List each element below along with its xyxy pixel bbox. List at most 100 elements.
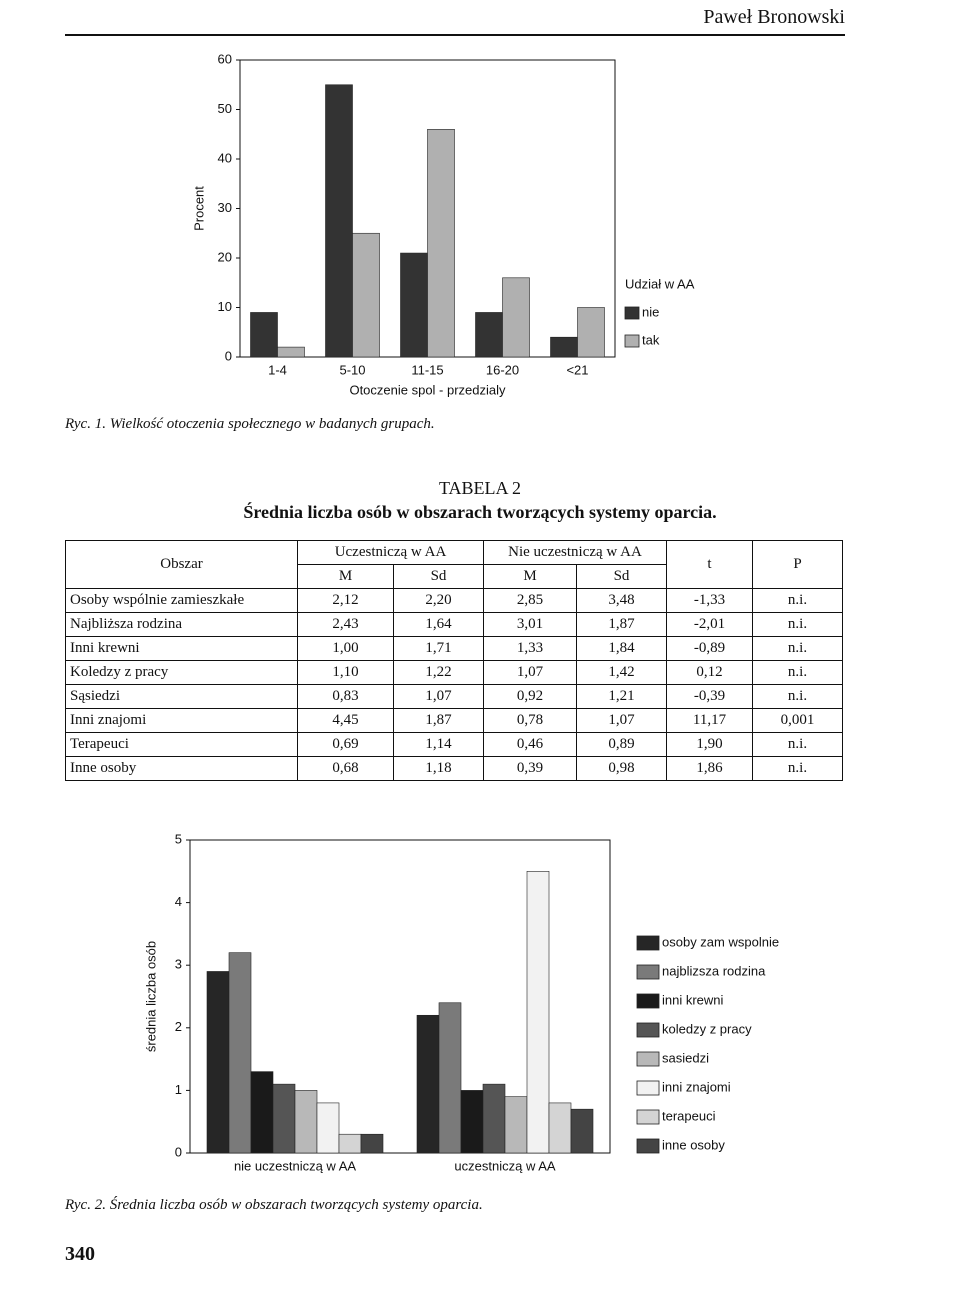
x-tick-label: 16-20: [486, 362, 519, 377]
bar: [482, 1083, 506, 1154]
legend-label: koledzy z pracy: [662, 1021, 752, 1036]
table-cell: 4,45: [297, 708, 394, 733]
bar: [360, 1133, 384, 1154]
subheader-cell: M: [483, 564, 577, 589]
table-cell: 1,10: [297, 660, 394, 685]
caption: Ryc. 1. Wielkość otoczenia społecznego w…: [65, 416, 435, 432]
subheader-cell: Sd: [576, 564, 667, 589]
bar: [438, 1002, 462, 1154]
table-cell: 1,64: [393, 612, 484, 637]
header-rule: [65, 34, 845, 36]
table-cell: Osoby wspólnie zamieszkałe: [65, 588, 298, 613]
legend-swatch: [624, 334, 640, 348]
table-cell: Inni znajomi: [65, 708, 298, 733]
legend-label: terapeuci: [662, 1108, 716, 1123]
y-tick-label: 5: [175, 831, 182, 846]
subheader-cell: Sd: [393, 564, 484, 589]
table-cell: n.i.: [752, 756, 843, 781]
x-tick-label: 5-10: [339, 362, 365, 377]
bar: [416, 1014, 440, 1154]
x-tick-label: 11-15: [411, 362, 443, 377]
table-row: Koledzy z pracy 1,10 1,22 1,07 1,42 0,12 n.i.: [65, 660, 843, 685]
table-row: Najbliższa rodzina 2,43 1,64 3,01 1,87 -2,01 n…: [65, 612, 843, 637]
table-row: Inni znajomi 4,45 1,87 0,78 1,07 11,17 0,001: [65, 708, 843, 733]
table-cell: 1,21: [576, 684, 667, 709]
table-cell: 2,12: [297, 588, 394, 613]
legend-swatch: [636, 1109, 660, 1125]
y-axis-label: średnia liczba osób: [143, 941, 158, 1052]
author: Paweł Bronowski: [703, 6, 845, 28]
bar: [228, 952, 252, 1154]
table-cell: 1,87: [576, 612, 667, 637]
table-cell: -2,01: [666, 612, 753, 637]
y-tick-label: 2: [175, 1019, 182, 1034]
table-cell: 1,87: [393, 708, 484, 733]
legend-label: osoby zam wspolnie: [662, 934, 779, 949]
y-tick-label: 3: [175, 957, 182, 972]
bar: [504, 1096, 528, 1154]
y-tick-label: 0: [175, 1144, 182, 1159]
table-cell: 1,00: [297, 636, 394, 661]
bar: [577, 307, 605, 358]
table-cell: 0,83: [297, 684, 394, 709]
table-cell: Najbliższa rodzina: [65, 612, 298, 637]
table-cell: 11,17: [666, 708, 753, 733]
y-tick-label: 20: [218, 249, 232, 264]
bar: [250, 312, 278, 358]
legend-label: inne osoby: [662, 1137, 725, 1152]
bar: [400, 252, 428, 358]
header-cell: t: [666, 540, 753, 589]
bar: [316, 1102, 340, 1154]
table: Obszar Uczestniczą w AA Nie uczestniczą …: [65, 540, 843, 781]
bar: [550, 336, 578, 358]
table-row: Terapeuci 0,69 1,14 0,46 0,89 1,90 n.i.: [65, 732, 843, 757]
table-cell: n.i.: [752, 612, 843, 637]
legend-swatch: [636, 935, 660, 951]
legend-swatch: [636, 1022, 660, 1038]
table-title: Średnia liczba osób w obszarach tworzący…: [243, 502, 717, 522]
x-axis-label: Otoczenie spol - przedzialy: [349, 382, 506, 397]
table-cell: 0,69: [297, 732, 394, 757]
legend-swatch: [636, 1051, 660, 1067]
table-cell: 1,86: [666, 756, 753, 781]
bar: [272, 1083, 296, 1154]
subheader-cell: M: [297, 564, 394, 589]
bar: [294, 1090, 318, 1154]
bar: [526, 870, 550, 1154]
page-number: 340: [65, 1243, 95, 1265]
x-tick-label: nie uczestniczą w AA: [234, 1158, 356, 1173]
chart: 0 1 2 3 4 5 średnia liczba osób nie uczestniczą…: [143, 831, 779, 1173]
table-cell: -0,89: [666, 636, 753, 661]
legend-swatch: [636, 964, 660, 980]
legend-label: inni znajomi: [662, 1079, 731, 1094]
chart: 0 10 20 30 40 50 60 Procent 1-4 5-10 11-15 16-20 <21…: [191, 51, 694, 397]
y-tick-label: 0: [225, 348, 232, 363]
table-row: Inni krewni 1,00 1,71 1,33 1,84 -0,89 n.i.: [65, 636, 843, 661]
y-tick-label: 50: [218, 101, 232, 116]
table-row: Osoby wspólnie zamieszkałe 2,12 2,20 2,85 3,…: [65, 588, 843, 613]
table-cell: 1,84: [576, 636, 667, 661]
legend-label: tak: [642, 332, 660, 347]
table-cell: 0,46: [483, 732, 577, 757]
table-cell: 0,68: [297, 756, 394, 781]
table-row: Inne osoby 0,68 1,18 0,39 0,98 1,86 n.i.: [65, 756, 843, 781]
table-row: Sąsiedzi 0,83 1,07 0,92 1,21 -0,39 n.i.: [65, 684, 843, 709]
table-cell: 3,01: [483, 612, 577, 637]
caption: Ryc. 2. Średnia liczba osób w obszarach …: [65, 1197, 483, 1213]
table-cell: 1,22: [393, 660, 484, 685]
table-cell: Inne osoby: [65, 756, 298, 781]
legend-swatch: [636, 993, 660, 1009]
y-tick-label: 60: [218, 51, 232, 66]
plot-frame: [189, 839, 611, 1154]
table-cell: 1,71: [393, 636, 484, 661]
legend-swatch: [636, 1080, 660, 1096]
table-cell: 0,89: [576, 732, 667, 757]
table-cell: 0,78: [483, 708, 577, 733]
table-cell: n.i.: [752, 588, 843, 613]
table-cell: 1,07: [393, 684, 484, 709]
table-cell: 1,42: [576, 660, 667, 685]
table-cell: Sąsiedzi: [65, 684, 298, 709]
header-cell: Obszar: [65, 540, 298, 589]
bar: [325, 84, 353, 358]
